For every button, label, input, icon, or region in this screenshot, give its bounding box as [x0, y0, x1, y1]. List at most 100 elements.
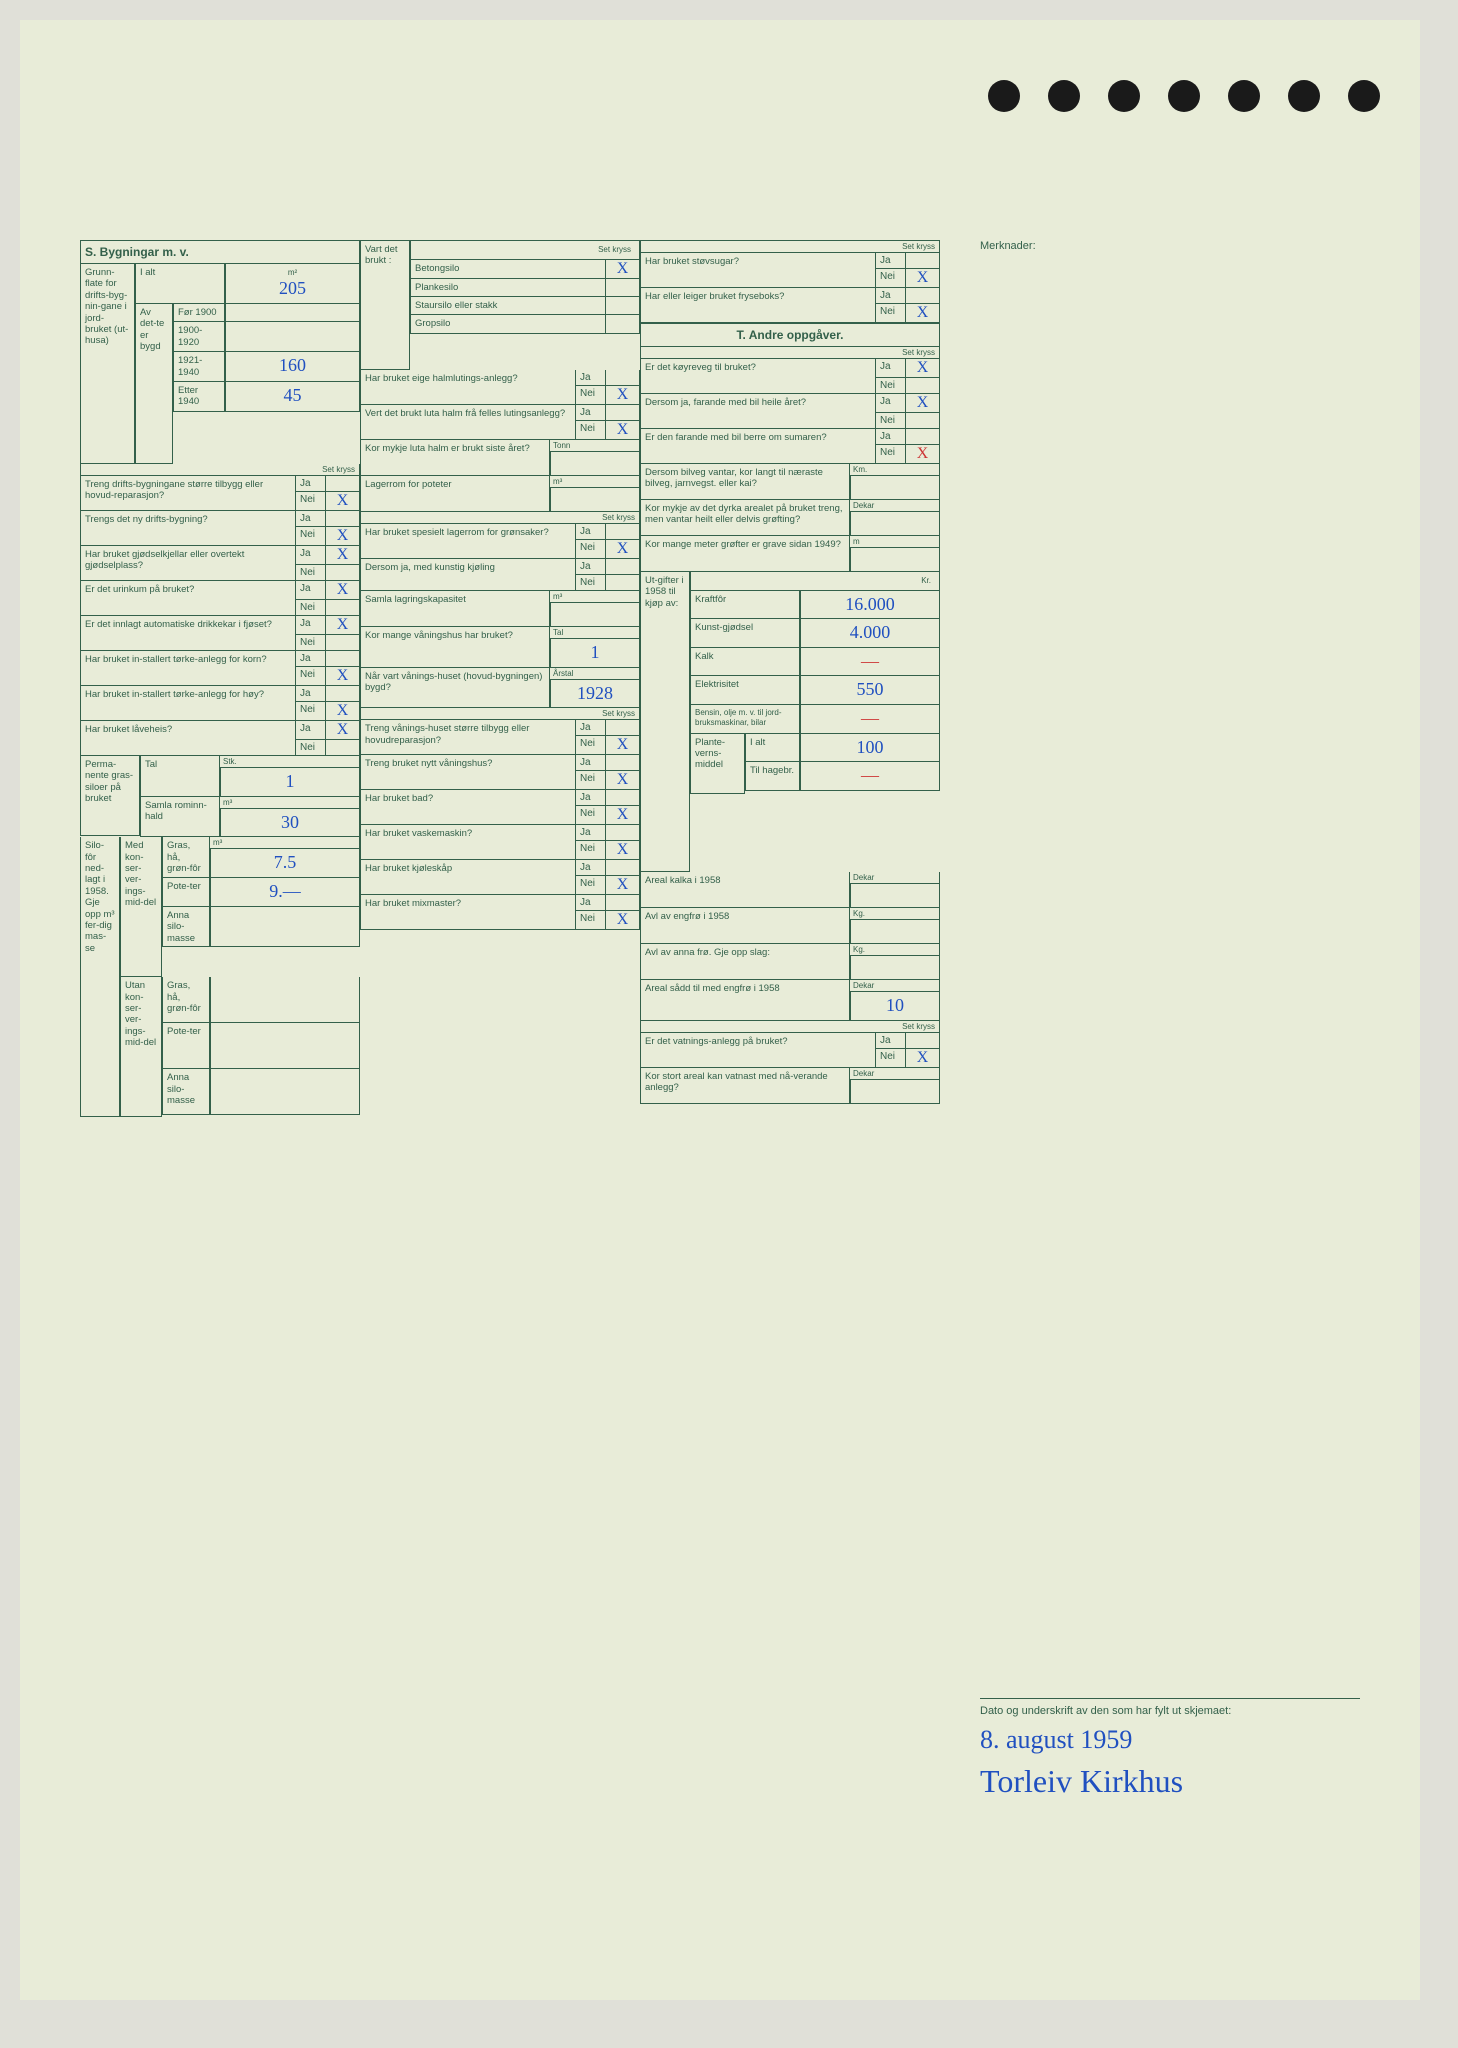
set-kryss-2: Set kryss	[410, 240, 640, 260]
perm-samla-value: 30	[220, 809, 360, 838]
c2q6-ja-mark	[606, 559, 640, 575]
1900-1920-value	[225, 322, 360, 352]
set-kryss-c3-13: Set kryss	[640, 1021, 940, 1033]
permanente-label: Perma-nente gras-siloer på bruket	[80, 756, 140, 836]
c2q5-ja-label: Ja	[576, 524, 606, 540]
med-poteter-label: Pote-ter	[162, 878, 210, 907]
c2q11-label: Treng bruket nytt våningshus?	[360, 755, 576, 790]
utgifter-label: Ut-gifter i 1958 til kjøp av:	[640, 572, 690, 872]
c2q11-ja-label: Ja	[576, 755, 606, 771]
c1q2-ja-mark	[326, 511, 360, 527]
silofor-label: Silo-fôr ned-lagt i 1958. Gje opp m³ fer…	[80, 837, 120, 1117]
c1q8-ja-label: Ja	[296, 721, 326, 740]
1900-1920-label: 1900-1920	[173, 322, 225, 352]
for1900-label: Før 1900	[173, 304, 225, 322]
c3q14-label: Kor stort areal kan vatnast med nå-veran…	[640, 1068, 850, 1104]
c2q12-label: Har bruket bad?	[360, 790, 576, 825]
c1q6-nei-mark: X	[326, 667, 360, 686]
c2q14-nei-mark: X	[606, 876, 640, 895]
kraftfor-label: Kraftfôr	[690, 591, 800, 620]
form-grid: S. Bygningar m. v. Grunn-flate for drift…	[80, 240, 1360, 1117]
c2q9-unit: Årstal	[550, 668, 640, 680]
signature-date: 8. august 1959	[980, 1725, 1360, 1755]
c3q7-value	[850, 512, 940, 536]
c2q6-nei-label: Nei	[576, 575, 606, 591]
med-gras-label: Gras, hå, grøn-fôr	[162, 837, 210, 878]
c3q14-unit: Dekar	[850, 1068, 940, 1080]
c2q6-nei-mark	[606, 575, 640, 591]
c2q7-label: Samla lagringskapasitet	[360, 591, 550, 627]
c2q14-nei-label: Nei	[576, 876, 606, 895]
c2q3-unit: Tonn	[550, 440, 640, 452]
c3q3-label: Er det køyreveg til bruket?	[640, 359, 876, 394]
c1q5-ja-mark: X	[326, 616, 360, 635]
c1q4-ja-label: Ja	[296, 581, 326, 600]
for1900-value	[225, 304, 360, 322]
kunstgjodsel-label: Kunst-gjødsel	[690, 619, 800, 648]
c3q4-nei-label: Nei	[876, 413, 906, 429]
section-s-header: S. Bygningar m. v.	[80, 240, 360, 264]
c2q10-ja-mark	[606, 720, 640, 736]
c2q12-nei-label: Nei	[576, 806, 606, 825]
c1q2-nei-mark: X	[326, 527, 360, 546]
utan-poteter-value	[210, 1023, 360, 1069]
c3q7-unit: Dekar	[850, 500, 940, 512]
c3q4-label: Dersom ja, farande med bil heile året?	[640, 394, 876, 429]
c2q4-value	[550, 488, 640, 512]
c2q2-nei-mark: X	[606, 421, 640, 440]
c3q14-value	[850, 1080, 940, 1104]
utan-anna-label: Anna silo-masse	[162, 1069, 210, 1115]
c2q3-value	[550, 452, 640, 476]
utan-gras-label: Gras, hå, grøn-fôr	[162, 977, 210, 1023]
etter1940-label: Etter 1940	[173, 382, 225, 412]
set-kryss-3: Set kryss	[640, 240, 940, 253]
c2q10-nei-label: Nei	[576, 736, 606, 755]
c1q8-label: Har bruket låveheis?	[80, 721, 296, 756]
c3q12-unit: Dekar	[850, 980, 940, 992]
c2q15-ja-label: Ja	[576, 895, 606, 911]
c2q11-nei-mark: X	[606, 771, 640, 790]
c2q1-ja-label: Ja	[576, 370, 606, 386]
c3q6-unit: Km.	[850, 464, 940, 476]
c2q6-label: Dersom ja, med kunstig kjøling	[360, 559, 576, 591]
c2q4-label: Lagerrom for poteter	[360, 476, 550, 512]
c3q3-nei-label: Nei	[876, 378, 906, 394]
c3q2-nei-mark: X	[906, 304, 940, 323]
c3q9-value	[850, 884, 940, 908]
c1q3-ja-label: Ja	[296, 546, 326, 565]
c3q13-ja-mark	[906, 1033, 940, 1049]
c3q3-ja-label: Ja	[876, 359, 906, 378]
med-anna-label: Anna silo-masse	[162, 907, 210, 947]
c2q15-nei-mark: X	[606, 911, 640, 930]
set-kryss-c2-5: Set kryss	[360, 512, 640, 524]
betongsilo-label: Betongsilo	[410, 260, 606, 279]
c3q9-unit: Dekar	[850, 872, 940, 884]
silofor-med-label: Med kon-ser-ver-ings-mid-del	[120, 837, 162, 977]
c2q11-ja-mark	[606, 755, 640, 771]
gropsilo-label: Gropsilo	[410, 315, 606, 333]
c3q13-ja-label: Ja	[876, 1033, 906, 1049]
set-kryss-t: Set kryss	[640, 347, 940, 359]
c2q2-ja-label: Ja	[576, 405, 606, 421]
1921-1940-value: 160	[225, 352, 360, 382]
punch-holes	[988, 80, 1380, 112]
c3q4-nei-mark	[906, 413, 940, 429]
c2q13-label: Har bruket vaskemaskin?	[360, 825, 576, 860]
c3q2-ja-label: Ja	[876, 288, 906, 304]
perm-tal-value: 1	[220, 768, 360, 797]
perm-samla-unit: m³	[220, 797, 360, 809]
plankesilo-label: Plankesilo	[410, 279, 606, 297]
plantevern-hagebr-label: Til hagebr.	[745, 762, 800, 791]
c3q8-value	[850, 548, 940, 572]
c3q1-ja-label: Ja	[876, 253, 906, 269]
staursilo-mark	[606, 297, 640, 315]
c2q2-nei-label: Nei	[576, 421, 606, 440]
c2q3-label: Kor mykje luta halm er brukt siste året?	[360, 440, 550, 476]
ialt-value: 205	[279, 278, 306, 298]
c3q5-nei-label: Nei	[876, 445, 906, 464]
med-poteter-value: 9.—	[210, 878, 360, 907]
bensin-label: Bensin, olje m. v. til jord-bruksmaskina…	[690, 705, 800, 734]
c2q14-label: Har bruket kjøleskåp	[360, 860, 576, 895]
c2q1-ja-mark	[606, 370, 640, 386]
c3q5-nei-mark: X	[906, 445, 940, 464]
